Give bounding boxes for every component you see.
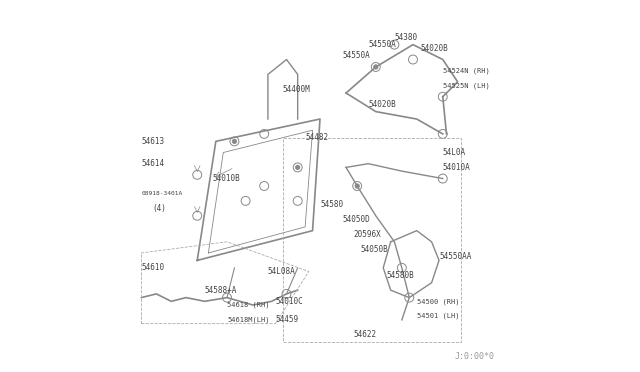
Text: 54550A: 54550A: [369, 40, 396, 49]
Text: 54010A: 54010A: [443, 163, 470, 172]
Text: 54482: 54482: [305, 133, 328, 142]
Text: 54613: 54613: [141, 137, 164, 146]
Text: 54550AA: 54550AA: [439, 252, 472, 261]
Circle shape: [355, 184, 360, 188]
Text: J:0:00*0: J:0:00*0: [455, 352, 495, 361]
Text: 54588+A: 54588+A: [205, 286, 237, 295]
Text: 54010C: 54010C: [275, 297, 303, 306]
Text: 54622: 54622: [353, 330, 376, 339]
Text: (4): (4): [152, 204, 166, 213]
Text: 54459: 54459: [275, 315, 298, 324]
Text: 08918-3401A: 08918-3401A: [141, 191, 182, 196]
Circle shape: [296, 165, 300, 170]
Text: 54525N (LH): 54525N (LH): [443, 82, 490, 89]
Text: 54010B: 54010B: [212, 174, 240, 183]
Text: 54501 (LH): 54501 (LH): [417, 313, 460, 320]
Text: 54L0A: 54L0A: [443, 148, 466, 157]
Text: 54524N (RH): 54524N (RH): [443, 67, 490, 74]
Circle shape: [232, 139, 237, 144]
Text: 54020B: 54020B: [369, 100, 396, 109]
Text: 54050D: 54050D: [342, 215, 370, 224]
Text: 54400M: 54400M: [283, 85, 310, 94]
Text: 20596X: 20596X: [353, 230, 381, 239]
Text: 54L08A: 54L08A: [268, 267, 296, 276]
Text: 54580B: 54580B: [387, 271, 415, 280]
Circle shape: [374, 65, 378, 69]
Text: 54050B: 54050B: [361, 245, 388, 254]
Text: 54610: 54610: [141, 263, 164, 272]
Text: 54580: 54580: [320, 200, 343, 209]
Text: 54618M(LH): 54618M(LH): [227, 317, 269, 323]
Text: 54618 (RH): 54618 (RH): [227, 302, 269, 308]
Text: 54020B: 54020B: [420, 44, 448, 53]
Text: 54380: 54380: [394, 33, 417, 42]
Text: 54550A: 54550A: [342, 51, 370, 60]
Text: 54614: 54614: [141, 159, 164, 168]
Text: 54500 (RH): 54500 (RH): [417, 298, 460, 305]
